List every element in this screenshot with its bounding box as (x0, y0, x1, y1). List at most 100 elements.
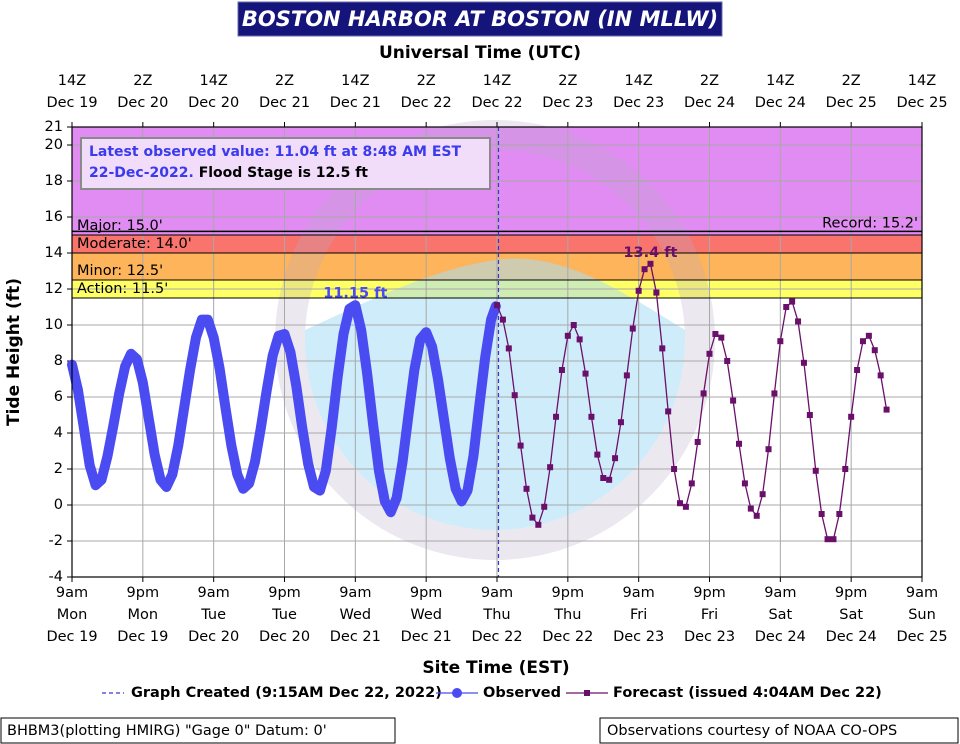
forecast-point (641, 266, 648, 273)
forecast-point (848, 413, 855, 420)
forecast-point (694, 439, 701, 445)
x2-tick-label: 2Z Dec 25 (826, 73, 877, 111)
forecast-point (671, 466, 678, 472)
forecast-point (659, 345, 666, 352)
x2-tick-label: 2Z Dec 21 (259, 73, 310, 111)
x2-tick-label-line: Dec 25 (826, 95, 877, 111)
threshold-label: Action: 11.5' (77, 281, 168, 297)
x-tick-label: 9am Wed Dec 21 (330, 585, 381, 645)
forecast-point (724, 358, 731, 364)
y-tick-label: 2 (54, 461, 63, 477)
x2-tick-label-line: Dec 19 (46, 95, 97, 111)
forecast-point (830, 536, 837, 543)
forecast-point (499, 316, 506, 323)
x2-tick-label-line: 14Z (199, 73, 227, 89)
series-line (67, 300, 501, 518)
x2-tick-label: 2Z Dec 20 (117, 73, 168, 111)
forecast-point (712, 331, 719, 337)
forecast-point (665, 408, 672, 415)
forecast-point (706, 350, 713, 357)
forecast-point (688, 480, 695, 487)
x-tick-label-line: Dec 23 (684, 629, 735, 645)
x2-tick-label-line: 14Z (483, 73, 511, 89)
x-tick-label-line: 9pm (410, 585, 443, 601)
x2-tick-label-line: 2Z (700, 73, 719, 89)
x-tick-label-line: 9am (56, 585, 88, 601)
x2-tick-label-line: Dec 20 (188, 95, 239, 111)
forecast-point (842, 466, 849, 472)
x2-tick-label-line: 2Z (842, 73, 861, 89)
x2-tick-label-line: Dec 20 (117, 95, 168, 111)
x2-tick-label: 2Z Dec 23 (542, 73, 593, 111)
forecast-point (558, 367, 565, 373)
x2-tick-label: 2Z Dec 24 (684, 73, 735, 111)
forecast-point (871, 347, 878, 354)
x-tick-label-line: 9am (623, 585, 655, 601)
y-tick-label: 21 (45, 119, 63, 135)
x2-tick-label-line: 14Z (766, 73, 794, 89)
forecast-point (736, 440, 743, 447)
forecast-point (576, 336, 583, 343)
x-tick-label-line: 9am (198, 585, 230, 601)
y-tick-label: 10 (45, 317, 63, 333)
x-axis-label: Site Time (EST) (422, 658, 569, 678)
x-tick-label-line: Dec 25 (896, 629, 947, 645)
x-tick-label-line: Dec 23 (613, 629, 664, 645)
x2-tick-label: 14Z Dec 20 (188, 73, 239, 111)
x2-tick-label-line: 2Z (275, 73, 294, 89)
forecast-point (570, 322, 577, 328)
forecast-point (765, 446, 772, 453)
x2-tick-label-line: Dec 23 (542, 95, 593, 111)
chart-title: BOSTON HARBOR AT BOSTON (IN MLLW) (242, 7, 718, 31)
title-bar (237, 1, 723, 37)
forecast-point (806, 412, 813, 418)
forecast-point (718, 334, 725, 341)
latest-observed: Latest observed value: 11.04 ft at 8:48 … (89, 144, 462, 181)
y-axis-label: Tide Height (ft) (4, 278, 24, 426)
x-tick-label-line: Tue (271, 607, 297, 623)
forecast-point (505, 345, 512, 352)
threshold-label: Major: 15.0' (77, 218, 163, 234)
legend-marker (452, 688, 462, 698)
x2-tick-label-line: Dec 24 (684, 95, 735, 111)
forecast-point (818, 511, 825, 517)
peak-label: 11.15 ft (323, 285, 387, 301)
forecast-point (865, 332, 872, 339)
x-tick-label-line: Mon (57, 607, 88, 623)
x2-tick-label: 14Z Dec 23 (613, 73, 664, 111)
x-tick-label: 9pm Mon Dec 19 (117, 585, 168, 645)
x-tick-label-line: 9am (481, 585, 513, 601)
x-tick-label: 9am Sun Dec 25 (896, 585, 947, 645)
forecast-point (553, 413, 560, 420)
x-tick-label-line: Tue (200, 607, 226, 623)
y-tick-label: 4 (54, 425, 63, 441)
x2-tick-label-line: Dec 22 (401, 95, 452, 111)
forecast-point (541, 503, 548, 510)
forecast-point (582, 370, 589, 377)
x-tick-label: 9am Thu Dec 22 (471, 585, 522, 645)
forecast-point (700, 390, 707, 397)
forecast-point (647, 260, 654, 267)
y-tick-label: -2 (49, 533, 63, 549)
forecast-point (682, 503, 689, 510)
forecast-point (511, 392, 518, 399)
threshold-label: Minor: 12.5' (77, 263, 163, 279)
forecast-point (747, 505, 754, 512)
x-tick-label-line: Dec 21 (330, 629, 381, 645)
x2-tick-label-line: Dec 21 (259, 95, 310, 111)
x-tick-label: 9am Tue Dec 20 (188, 585, 239, 645)
forecast-point (594, 451, 601, 458)
x-tick-label-line: 9am (339, 585, 371, 601)
footer-box (599, 717, 959, 744)
footer-right: Observations courtesy of NOAA CO-OPS (607, 723, 897, 739)
x-tick-label: 9pm Thu Dec 22 (542, 585, 593, 645)
x-tick-label-line: Fri (630, 607, 647, 623)
x-tick-label-line: Wed (340, 607, 372, 623)
x-tick-label-line: Mon (128, 607, 159, 623)
forecast-point (730, 397, 737, 404)
x2-tick-label-line: 14Z (58, 73, 86, 89)
forecast-point (612, 455, 619, 462)
x-tick-label-line: Thu (553, 607, 581, 623)
x-tick-label: 9pm Fri Dec 23 (684, 585, 735, 645)
x2-tick-label: 14Z Dec 24 (755, 73, 806, 111)
